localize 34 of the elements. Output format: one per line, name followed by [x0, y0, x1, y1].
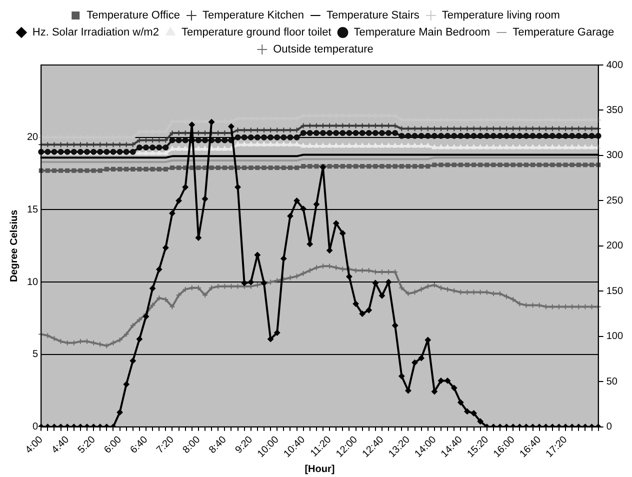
legend-label: Temperature ground floor toilet [181, 26, 332, 39]
x-tick-label: 5:20 [76, 434, 98, 456]
x-tick-label: 6:00 [102, 434, 124, 456]
y2-tick-label: 0 [606, 422, 612, 433]
y2-tick-label: 100 [606, 331, 624, 342]
x-tick-label: 9:20 [233, 434, 256, 456]
legend-label: Temperature Stairs [326, 10, 420, 22]
y-axis-title: Degree Celsius [8, 209, 20, 282]
legend-label: Temperature living room [442, 10, 560, 22]
y2-tick-label: 350 [606, 104, 624, 116]
y2-tick-label: 50 [606, 376, 618, 388]
y2-tick-label: 300 [606, 150, 624, 162]
y2-tick-label: 200 [606, 240, 624, 252]
x-tick-label: 8:00 [180, 434, 203, 456]
y2-tick-label: 150 [606, 286, 624, 297]
legend-label: Hz. Solar Irradiation w/m2 [32, 26, 159, 39]
legend-label: Temperature Main Bedroom [354, 26, 490, 39]
x-tick-label: 6:40 [128, 434, 150, 456]
legend-label: Outside temperature [273, 44, 374, 56]
y2-tick-label: 400 [606, 60, 624, 71]
legend-label: Temperature Office [86, 10, 180, 22]
x-tick-label: 8:40 [207, 434, 230, 456]
x-tick-label: 4:40 [50, 434, 72, 456]
legend-label: Temperature Kitchen [202, 10, 304, 22]
legend-label: Temperature Garage [512, 26, 614, 39]
y2-tick-label: 250 [606, 195, 624, 206]
y-tick-label: 10 [27, 276, 39, 288]
y-tick-label: 5 [32, 349, 39, 360]
x-axis-title: [Hour] [304, 464, 335, 475]
y-tick-label: 20 [27, 132, 39, 144]
x-tick-label: 4:00 [24, 434, 46, 456]
y-tick-label: 0 [32, 422, 39, 433]
x-tick-label: 7:20 [154, 434, 177, 456]
y-tick-label: 15 [27, 204, 39, 216]
